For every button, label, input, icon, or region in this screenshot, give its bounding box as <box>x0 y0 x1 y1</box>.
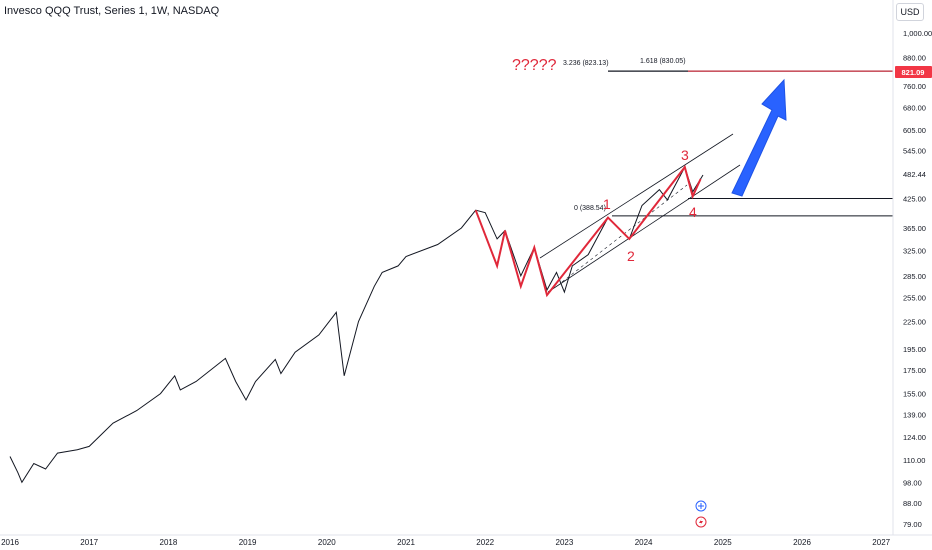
price-tick-label: 98.00 <box>903 478 922 487</box>
time-tick-label: 2016 <box>1 538 19 547</box>
price-tick-label: 482.44 <box>903 170 926 179</box>
time-tick-label: 2027 <box>872 538 890 547</box>
price-tick-label: 425.00 <box>903 195 926 204</box>
price-tick-label: 225.00 <box>903 318 926 327</box>
price-axis[interactable]: 79.00 88.00 98.00 110.00 124.00 139.00 155.00 1… <box>903 29 932 529</box>
projection-arrow-icon <box>731 78 787 197</box>
time-axis[interactable]: 2016 2017 2018 2019 2020 2021 2022 2023 2024 2025… <box>1 538 891 547</box>
wave-3-label: 3 <box>681 147 689 163</box>
horizontal-lines[interactable] <box>608 70 893 217</box>
price-tick-label: 110.00 <box>903 456 925 465</box>
price-tick-label: 365.00 <box>903 224 926 233</box>
wave-4-label: 4 <box>689 204 697 220</box>
fib-zero-label: 0 (388.54) <box>574 205 606 212</box>
price-tick-label: 605.00 <box>903 126 926 135</box>
price-tick-label: 880.00 <box>903 54 926 63</box>
time-tick-label: 2026 <box>793 538 811 547</box>
currency-button[interactable]: USD <box>896 3 924 21</box>
price-tick-label: 325.00 <box>903 246 926 255</box>
time-tick-label: 2022 <box>476 538 494 547</box>
price-tick-label: 139.00 <box>903 411 926 420</box>
price-badge-label: 821.09 <box>902 68 925 77</box>
channel-line <box>547 164 741 293</box>
price-tick-label: 88.00 <box>903 499 922 508</box>
fib-3236-label: 3.236 (823.13) <box>563 60 609 67</box>
price-series-line <box>9 165 704 484</box>
price-tick-label: 79.00 <box>903 520 922 529</box>
wave-1-label: 1 <box>603 196 611 212</box>
question-marks: ????? <box>512 57 557 74</box>
wave-2-label: 2 <box>627 248 635 264</box>
price-tick-label: 680.00 <box>903 104 926 113</box>
symbol-title: Invesco QQQ Trust, Series 1, 1W, NASDAQ <box>4 5 220 17</box>
price-tick-label: 255.00 <box>903 293 926 302</box>
add-alert-icon[interactable] <box>695 500 707 512</box>
elliott-wave-path <box>474 164 702 298</box>
wave-drawings <box>474 164 702 298</box>
price-tick-label: 155.00 <box>903 390 926 399</box>
price-tick-label: 285.00 <box>903 272 926 281</box>
price-badge: 821.09 <box>895 66 932 78</box>
fib-1618-label: 1.618 (830.05) <box>640 58 686 65</box>
price-tick-label: 175.00 <box>903 366 926 375</box>
price-tick-label: 760.00 <box>903 82 926 91</box>
time-tick-label: 2021 <box>397 538 415 547</box>
time-tick-label: 2019 <box>239 538 257 547</box>
time-tick-label: 2017 <box>80 538 98 547</box>
time-tick-label: 2025 <box>714 538 732 547</box>
trend-channel <box>539 133 741 293</box>
lightning-icon[interactable] <box>695 516 707 528</box>
time-tick-label: 2020 <box>318 538 336 547</box>
time-tick-label: 2023 <box>556 538 574 547</box>
channel-line <box>539 133 734 259</box>
price-tick-label: 545.00 <box>903 146 926 155</box>
price-tick-label: 124.00 <box>903 433 926 442</box>
time-tick-label: 2018 <box>160 538 178 547</box>
price-tick-label: 1,000.00 <box>903 29 932 38</box>
price-tick-label: 195.00 <box>903 345 926 354</box>
time-tick-label: 2024 <box>635 538 653 547</box>
